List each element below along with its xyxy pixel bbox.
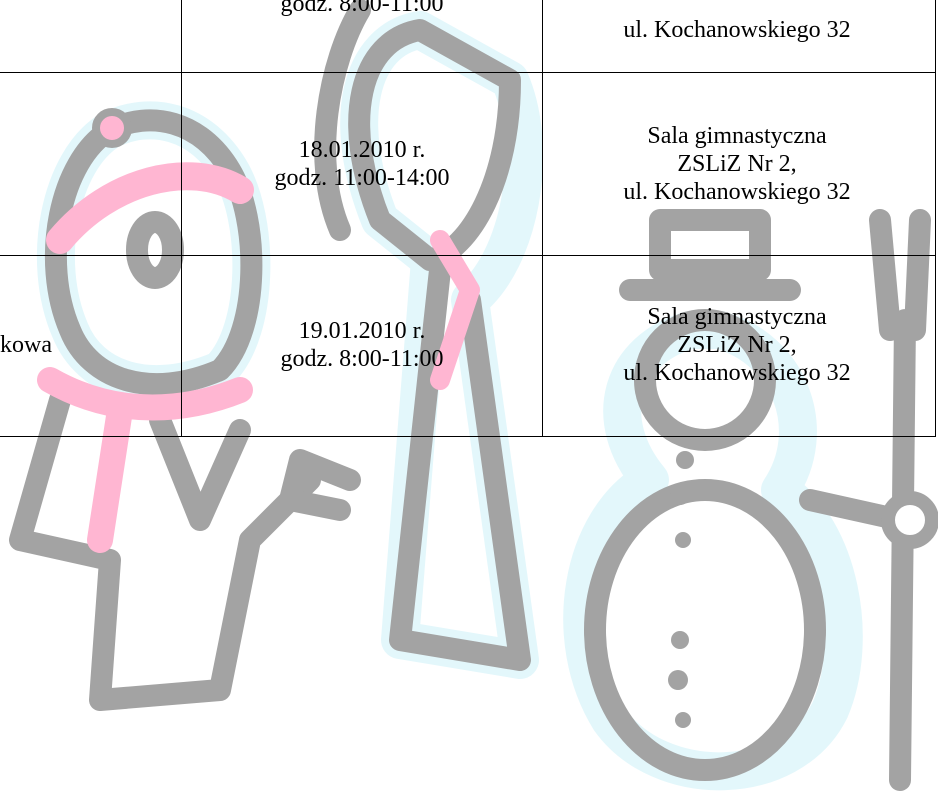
column-line: [935, 0, 936, 437]
column-line: [181, 0, 182, 437]
name-line: kowa: [0, 332, 52, 358]
date-line: godz. 11:00-14:00: [274, 165, 450, 191]
date-line: 18.01.2010 r.: [298, 137, 426, 163]
row-line: [0, 436, 936, 437]
place-line: ul. Kochanowskiego 32: [623, 17, 851, 43]
place-line: ZSLiZ Nr 2,: [677, 332, 797, 358]
row-line: [0, 72, 936, 73]
place-line: Sala gimnastyczna: [647, 304, 827, 330]
place-line: Sala gimnastyczna: [647, 123, 827, 149]
place-line: ul. Kochanowskiego 32: [623, 179, 851, 205]
place-line: ul. Kochanowskiego 32: [623, 360, 851, 386]
row-line: [0, 255, 936, 256]
column-line: [542, 0, 543, 437]
date-line: godz. 8:00-11:00: [280, 346, 444, 372]
date-line: 19.01.2010 r.: [298, 318, 426, 344]
place-line: ZSLiZ Nr 2,: [677, 151, 797, 177]
date-line: godz. 8:00-11:00: [280, 0, 444, 17]
